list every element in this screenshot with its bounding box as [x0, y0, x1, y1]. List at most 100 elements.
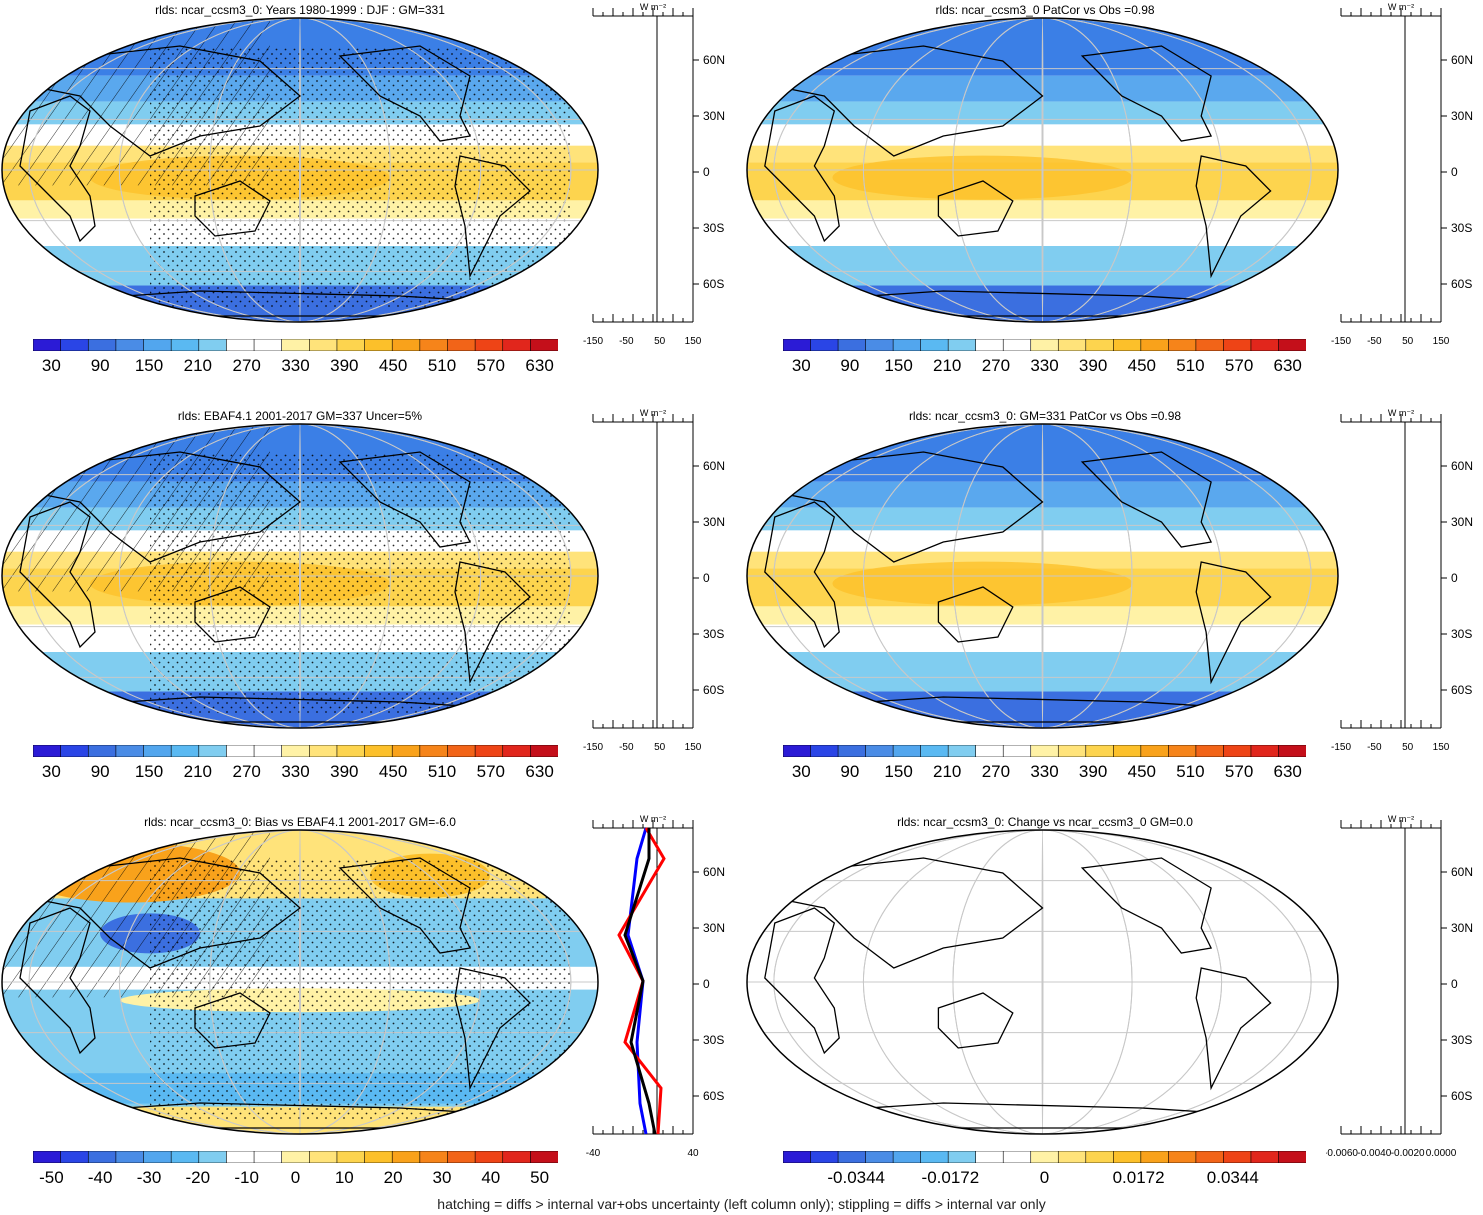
south-america-outline: [454, 967, 531, 1091]
zonal-mean-plot: W m⁻² 60N 30N 0 30S 60S -150 -50 50 150: [583, 2, 725, 347]
colorbar-swatch: [309, 339, 338, 351]
graticule: [2, 424, 598, 728]
colorbar-swatch: [865, 339, 894, 351]
lat-label: 30N: [1451, 921, 1473, 935]
australia-outline: [937, 180, 1014, 237]
africa-outline: [19, 95, 96, 243]
zonal-axes: [592, 414, 694, 729]
colorbar-swatch: [837, 339, 867, 351]
colorbar-swatch: [226, 745, 255, 757]
meridian-line: [118, 18, 482, 322]
colorbar-tick-label: 570: [476, 356, 505, 375]
colorbar-swatch: [1030, 745, 1059, 757]
north-america-outline: [1080, 857, 1213, 954]
colorbar-swatch: [1057, 339, 1087, 351]
graticule: [747, 424, 1338, 728]
colorbar-swatch: [1113, 745, 1142, 757]
meridian-line: [118, 424, 482, 728]
colorbar-tick-label: 210: [933, 762, 962, 781]
colorbar-swatch: [143, 1151, 172, 1163]
colorbar-tick-label: 90: [840, 356, 860, 375]
colorbar-swatch: [530, 1151, 558, 1163]
meridian-line: [952, 18, 1133, 322]
colorbar-swatch: [1250, 1151, 1280, 1163]
colorbar-swatch: [1140, 1151, 1169, 1163]
meridian-line: [773, 18, 1312, 322]
lat-label: 60S: [1451, 683, 1472, 697]
colorbar-swatch: [1140, 745, 1169, 757]
colorbar-swatch: [1113, 339, 1142, 351]
lat-label: 30S: [1451, 627, 1472, 641]
colorbar-swatch: [198, 1151, 228, 1163]
panel-title: rlds: ncar_ccsm3_0: Years 1980-1999 : DJ…: [155, 3, 445, 17]
meridian-line: [299, 830, 301, 1134]
colorbar-tick-label: 150: [884, 356, 913, 375]
graticule: [2, 18, 598, 322]
colorbar-tick-label: 390: [330, 762, 359, 781]
colorbar-swatch: [198, 339, 228, 351]
colorbar-swatch: [391, 1151, 421, 1163]
colorbar-tick-label: 570: [1224, 356, 1254, 375]
colorbar-swatch: [60, 1151, 89, 1163]
colorbar-swatch: [947, 745, 977, 757]
colorbar-swatch: [364, 1151, 393, 1163]
colorbar-swatch: [447, 745, 476, 757]
zonal-tick-label: -0.0040: [1357, 1148, 1391, 1159]
colorbar-tick-label: 0.0172: [1112, 1168, 1165, 1187]
eurasia-outline: [772, 45, 1044, 157]
colorbar-tick-label: 630: [1273, 356, 1302, 375]
colorbar-tick-label: 210: [933, 356, 962, 375]
colorbar-tick-label: 330: [281, 762, 310, 781]
colorbar-swatch: [419, 1151, 449, 1163]
zonal-tick-label: -150: [583, 742, 603, 753]
zonal-unit-label: W m⁻²: [640, 408, 666, 418]
colorbar: [33, 1151, 558, 1163]
meridian-line: [952, 424, 1133, 728]
colorbar-tick-label: 30: [791, 762, 811, 781]
colorbar-tick-label: 450: [1127, 762, 1156, 781]
colorbar-tick-label: -10: [234, 1168, 259, 1187]
colorbar-swatch: [947, 339, 977, 351]
colorbar-swatch: [1223, 1151, 1252, 1163]
meridian-line: [209, 424, 391, 728]
lat-label: 0: [703, 165, 710, 179]
zonal-unit-label: W m⁻²: [1388, 408, 1414, 418]
colorbar-swatch: [60, 745, 89, 757]
colorbar-tick-label: 20: [383, 1168, 403, 1187]
colorbar-tick-label: 50: [530, 1168, 550, 1187]
colorbar-swatch: [253, 339, 283, 351]
lat-label: 30S: [703, 627, 724, 641]
colorbar-swatch: [1250, 339, 1280, 351]
lat-label: 60N: [703, 53, 725, 67]
colorbar-swatch: [975, 339, 1004, 351]
colorbar-tick-label: 0: [1039, 1168, 1050, 1187]
australia-outline: [194, 180, 271, 237]
zonal-unit-label: W m⁻²: [640, 814, 666, 824]
colorbar-swatch: [1278, 1151, 1306, 1163]
colorbar-swatch: [1168, 745, 1197, 757]
colorbar-tick-label: 30: [41, 762, 61, 781]
colorbar-swatch: [60, 339, 89, 351]
zonal-tick-label: 150: [685, 742, 702, 753]
warm-pool: [832, 561, 1133, 606]
colorbar-swatch: [474, 339, 504, 351]
meridian-line: [1041, 18, 1044, 322]
panel-title: rlds: ncar_ccsm3_0 PatCor vs Obs =0.98: [935, 3, 1155, 17]
lat-label: 30N: [703, 109, 725, 123]
australia-outline: [937, 586, 1014, 643]
colorbar-swatch: [226, 339, 255, 351]
colorbar-swatch: [170, 745, 200, 757]
meridian-line: [773, 830, 1312, 1134]
north-america-outline: [338, 857, 471, 954]
meridian-line: [299, 424, 301, 728]
colorbar-tick-label: 510: [427, 356, 457, 375]
colorbar-swatch: [1057, 1151, 1087, 1163]
colorbar-swatch: [281, 339, 310, 351]
colorbar-swatch: [253, 745, 283, 757]
graticule: [2, 830, 598, 1134]
zonal-tick-label: -0.0060: [1326, 1148, 1358, 1159]
map-field: [747, 18, 1338, 322]
lat-label: 30S: [703, 1033, 724, 1047]
colorbar-swatch: [336, 339, 366, 351]
lat-label: 60N: [1451, 53, 1473, 67]
